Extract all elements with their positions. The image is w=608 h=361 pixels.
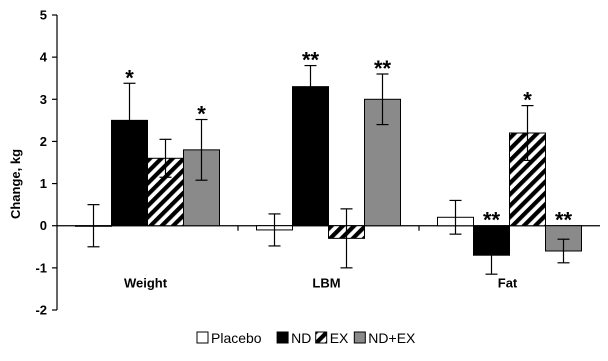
significance-marker: ** [374, 56, 392, 81]
y-tick-label: -2 [35, 303, 47, 318]
y-tick-label: 4 [40, 50, 48, 65]
y-tick-label: 2 [40, 134, 47, 149]
legend-label: ND [291, 330, 311, 346]
legend: Placebo ND EX ND+EX [196, 330, 416, 346]
legend-swatch [353, 331, 366, 344]
legend-swatch [315, 331, 328, 344]
legend-label: ND+EX [368, 330, 416, 346]
category-label: Fat [498, 276, 518, 291]
legend-swatch [276, 331, 289, 344]
category-label: LBM [312, 276, 340, 291]
legend-label: Placebo [211, 330, 262, 346]
y-tick-label: 5 [40, 8, 47, 23]
y-axis-label: Change, kg [8, 149, 23, 219]
significance-marker: ** [302, 48, 320, 73]
bar [364, 98, 401, 227]
y-tick-label: 3 [40, 92, 47, 107]
category-label: Weight [124, 276, 168, 291]
legend-swatch [196, 331, 209, 344]
significance-marker: * [197, 102, 206, 127]
y-tick-label: 0 [40, 218, 47, 233]
legend-label: EX [330, 330, 349, 346]
significance-marker: ** [483, 208, 501, 233]
significance-marker: ** [555, 208, 573, 233]
significance-marker: * [523, 88, 532, 113]
y-tick-label: 1 [40, 176, 47, 191]
significance-marker: * [125, 65, 134, 90]
bar [292, 86, 329, 227]
y-tick-label: -1 [35, 260, 47, 275]
